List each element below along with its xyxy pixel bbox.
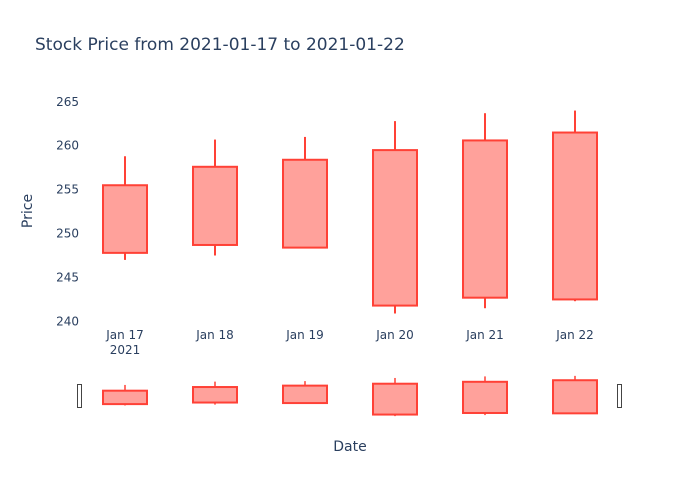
- mini-candle-body: [462, 380, 508, 414]
- mini-candle-body: [552, 379, 598, 415]
- y-tick-label: 245: [56, 270, 79, 284]
- candle-body: [192, 165, 238, 246]
- range-slider-candles: [102, 375, 598, 417]
- candle: [282, 136, 328, 249]
- mini-candle: [282, 381, 328, 405]
- mini-candle: [552, 375, 598, 415]
- candle-body: [282, 158, 328, 249]
- y-axis-title: Price: [20, 194, 36, 228]
- candle-body: [372, 149, 418, 307]
- x-tick-label: Jan 17: [105, 328, 144, 342]
- y-axis-ticks: 240 245 250 255 260 265: [56, 95, 79, 329]
- x-axis-title: Date: [333, 439, 366, 455]
- mini-candle: [462, 376, 508, 416]
- candles: [102, 110, 598, 314]
- mini-candle-body: [372, 382, 418, 416]
- x-tick-label: Jan 18: [195, 328, 234, 342]
- candle-body: [552, 131, 598, 301]
- mini-candle-body: [282, 384, 328, 405]
- x-tick-label: Jan 20: [375, 328, 414, 342]
- candle: [462, 113, 508, 309]
- candle: [552, 110, 598, 302]
- mini-candle: [192, 381, 238, 405]
- candle-body: [462, 139, 508, 299]
- candle: [192, 139, 238, 256]
- y-tick-label: 265: [56, 95, 79, 109]
- y-tick-label: 255: [56, 183, 79, 197]
- range-slider[interactable]: [77, 375, 622, 417]
- candle: [102, 156, 148, 260]
- mini-candle-body: [102, 389, 148, 406]
- chart-title: Stock Price from 2021-01-17 to 2021-01-2…: [35, 35, 405, 55]
- y-tick-label: 260: [56, 139, 79, 153]
- range-slider-left-handle[interactable]: [77, 384, 82, 408]
- x-year-label: 2021: [110, 343, 141, 357]
- x-tick-label: Jan 19: [285, 328, 324, 342]
- candle: [372, 121, 418, 314]
- range-slider-right-handle[interactable]: [617, 384, 622, 408]
- x-tick-label: Jan 22: [555, 328, 594, 342]
- mini-candle-body: [192, 386, 238, 404]
- x-tick-label: Jan 21: [465, 328, 504, 342]
- candle-body: [102, 184, 148, 254]
- x-axis-ticks: Jan 17 Jan 18 Jan 19 Jan 20 Jan 21 Jan 22: [105, 328, 594, 342]
- y-tick-label: 250: [56, 227, 79, 241]
- mini-candle: [372, 377, 418, 417]
- y-tick-label: 240: [56, 314, 79, 328]
- mini-candle: [102, 384, 148, 406]
